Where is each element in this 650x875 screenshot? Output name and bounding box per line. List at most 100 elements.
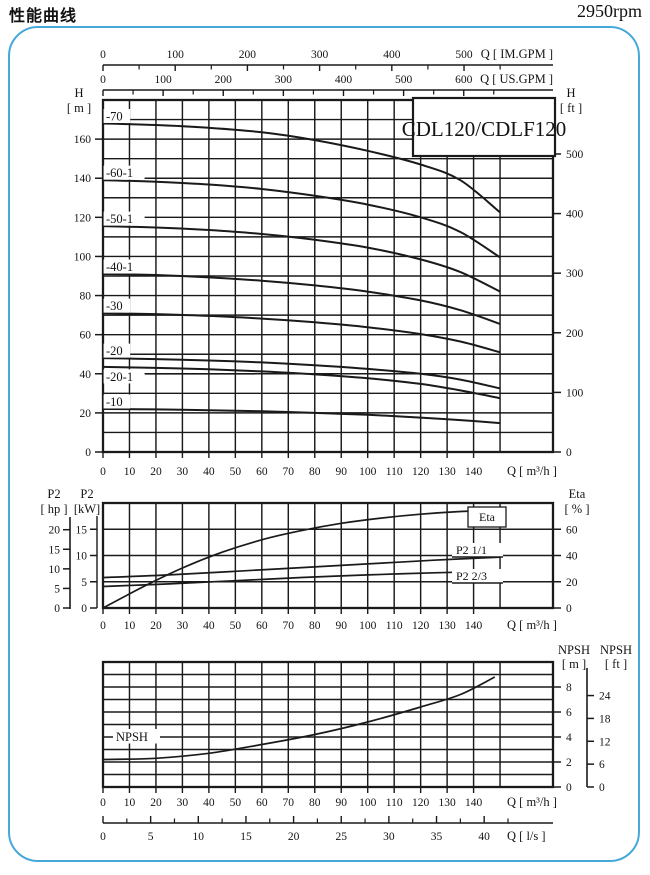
us-gpm-axis-label: Q [ US.GPM ] — [480, 72, 553, 86]
curve--20 — [102, 357, 501, 390]
curve--20-1 — [102, 365, 501, 400]
x-tick-label: 120 — [412, 466, 430, 478]
x-tick-label: 140 — [465, 620, 483, 632]
x-tick-label: 70 — [283, 620, 295, 632]
h-ft-axis-title-unit: [ ft ] — [560, 101, 582, 115]
p2-hp-tick-label: 10 — [49, 564, 61, 576]
im-gpm-tick-label: 300 — [311, 49, 329, 61]
curve-label--20-1: -20-1 — [106, 370, 133, 384]
curve--70 — [102, 122, 501, 214]
rpm-label: 2950rpm — [577, 1, 642, 21]
p2-kw-tick-label: 5 — [81, 577, 87, 589]
npsh-m-tick-label: 4 — [566, 732, 572, 744]
curve-label-npsh: NPSH — [116, 730, 148, 744]
curve-label-bg — [452, 569, 503, 583]
curve-label-bg — [103, 165, 145, 180]
x-tick-label: 120 — [412, 620, 430, 632]
npsh-ft-axis-title-unit: [ ft ] — [605, 657, 627, 671]
x-tick-label: 70 — [283, 797, 295, 809]
curve-NPSH — [102, 676, 496, 761]
x-tick-label: 20 — [150, 797, 162, 809]
eta-tick-label: 60 — [566, 524, 578, 536]
h-ft-tick-label: 100 — [566, 387, 584, 399]
npsh-ft-tick-label: 18 — [599, 713, 611, 725]
curve-label--70: -70 — [106, 109, 123, 123]
us-gpm-tick-label: 100 — [154, 74, 172, 86]
model-box — [411, 96, 557, 158]
us-gpm-tick-label: 300 — [275, 74, 293, 86]
p2-kw-tick-label: 10 — [76, 551, 88, 563]
h-m-tick-label: 100 — [74, 251, 92, 263]
us-gpm-tick-label: 200 — [215, 74, 233, 86]
curve-label-bg — [113, 729, 160, 744]
curve-label-bg — [103, 108, 131, 123]
im-gpm-tick-label: 400 — [383, 49, 401, 61]
x-tick-label: 20 — [150, 466, 162, 478]
x-tick-label: 60 — [256, 620, 268, 632]
x-axis-unit-label: Q [ m³/h ] — [507, 618, 557, 632]
curve-label--40-1: -40-1 — [106, 260, 133, 274]
npsh-m-tick-label: 8 — [566, 682, 572, 694]
p2-kw-tick-label: 0 — [81, 603, 87, 615]
x-tick-label: 0 — [100, 797, 106, 809]
eta-label-box — [467, 506, 507, 528]
curve-label-bg — [103, 298, 131, 313]
p2-hp-tick-label: 5 — [54, 583, 60, 595]
npsh-m-tick-label: 6 — [566, 707, 572, 719]
h-ft-tick-label: 0 — [566, 447, 572, 459]
h-ft-tick-label: 300 — [566, 268, 584, 280]
us-gpm-tick-label: 400 — [335, 74, 353, 86]
x-tick-label: 40 — [203, 620, 215, 632]
l-s-axis-label: Q [ l/s ] — [507, 829, 546, 843]
curve-label-bg — [103, 343, 131, 358]
curve--60-1 — [102, 179, 501, 259]
npsh-ft-tick-label: 6 — [599, 759, 605, 771]
x-tick-label: 110 — [386, 466, 403, 478]
x-tick-label: 10 — [124, 797, 136, 809]
curve--30 — [102, 312, 501, 354]
p2-kw-tick-label: 15 — [76, 524, 88, 536]
x-tick-label: 140 — [465, 797, 483, 809]
curve-label--60-1: -60-1 — [106, 166, 133, 180]
x-tick-label: 10 — [124, 466, 136, 478]
model-label: CDL120/CDLF120 — [402, 117, 567, 141]
curve-label-bg — [103, 259, 145, 274]
curve--50-1 — [102, 225, 501, 293]
l-s-tick-label: 15 — [240, 831, 252, 843]
us-gpm-tick-label: 500 — [395, 74, 413, 86]
x-tick-label: 130 — [438, 797, 456, 809]
x-tick-label: 70 — [283, 466, 295, 478]
h-m-tick-label: 160 — [74, 134, 92, 146]
curve-label--10: -10 — [106, 395, 123, 409]
x-tick-label: 0 — [100, 620, 106, 632]
x-tick-label: 120 — [412, 797, 430, 809]
npsh-ft-tick-label: 0 — [599, 782, 605, 794]
h-ft-axis-title: H — [566, 86, 575, 100]
l-s-tick-label: 40 — [478, 831, 490, 843]
x-tick-label: 110 — [386, 797, 403, 809]
eta-tick-label: 0 — [566, 603, 572, 615]
x-tick-label: 90 — [335, 620, 347, 632]
p2-hp-tick-label: 0 — [54, 603, 60, 615]
top-bar: 性能曲线 2950rpm — [0, 0, 650, 26]
h-m-tick-label: 0 — [85, 447, 91, 459]
curve-label-p2-1-1: P2 1/1 — [456, 543, 487, 557]
npsh-m-axis-title: NPSH — [558, 643, 590, 657]
l-s-tick-label: 35 — [431, 831, 443, 843]
curve-label-bg — [452, 543, 503, 557]
h-m-tick-label: 20 — [80, 408, 92, 420]
h-ft-tick-label: 500 — [566, 149, 584, 161]
us-gpm-tick-label: 600 — [455, 74, 473, 86]
im-gpm-axis-label: Q [ IM.GPM ] — [481, 47, 553, 61]
l-s-tick-label: 30 — [383, 831, 395, 843]
axis-l-s: 0 5 10 15 20 25 30 35 40 Q [ l/s ] — [100, 816, 553, 843]
curve--10 — [102, 408, 501, 425]
l-s-tick-label: 25 — [335, 831, 347, 843]
h-m-tick-label: 120 — [74, 212, 92, 224]
im-gpm-tick-label: 500 — [455, 49, 473, 61]
